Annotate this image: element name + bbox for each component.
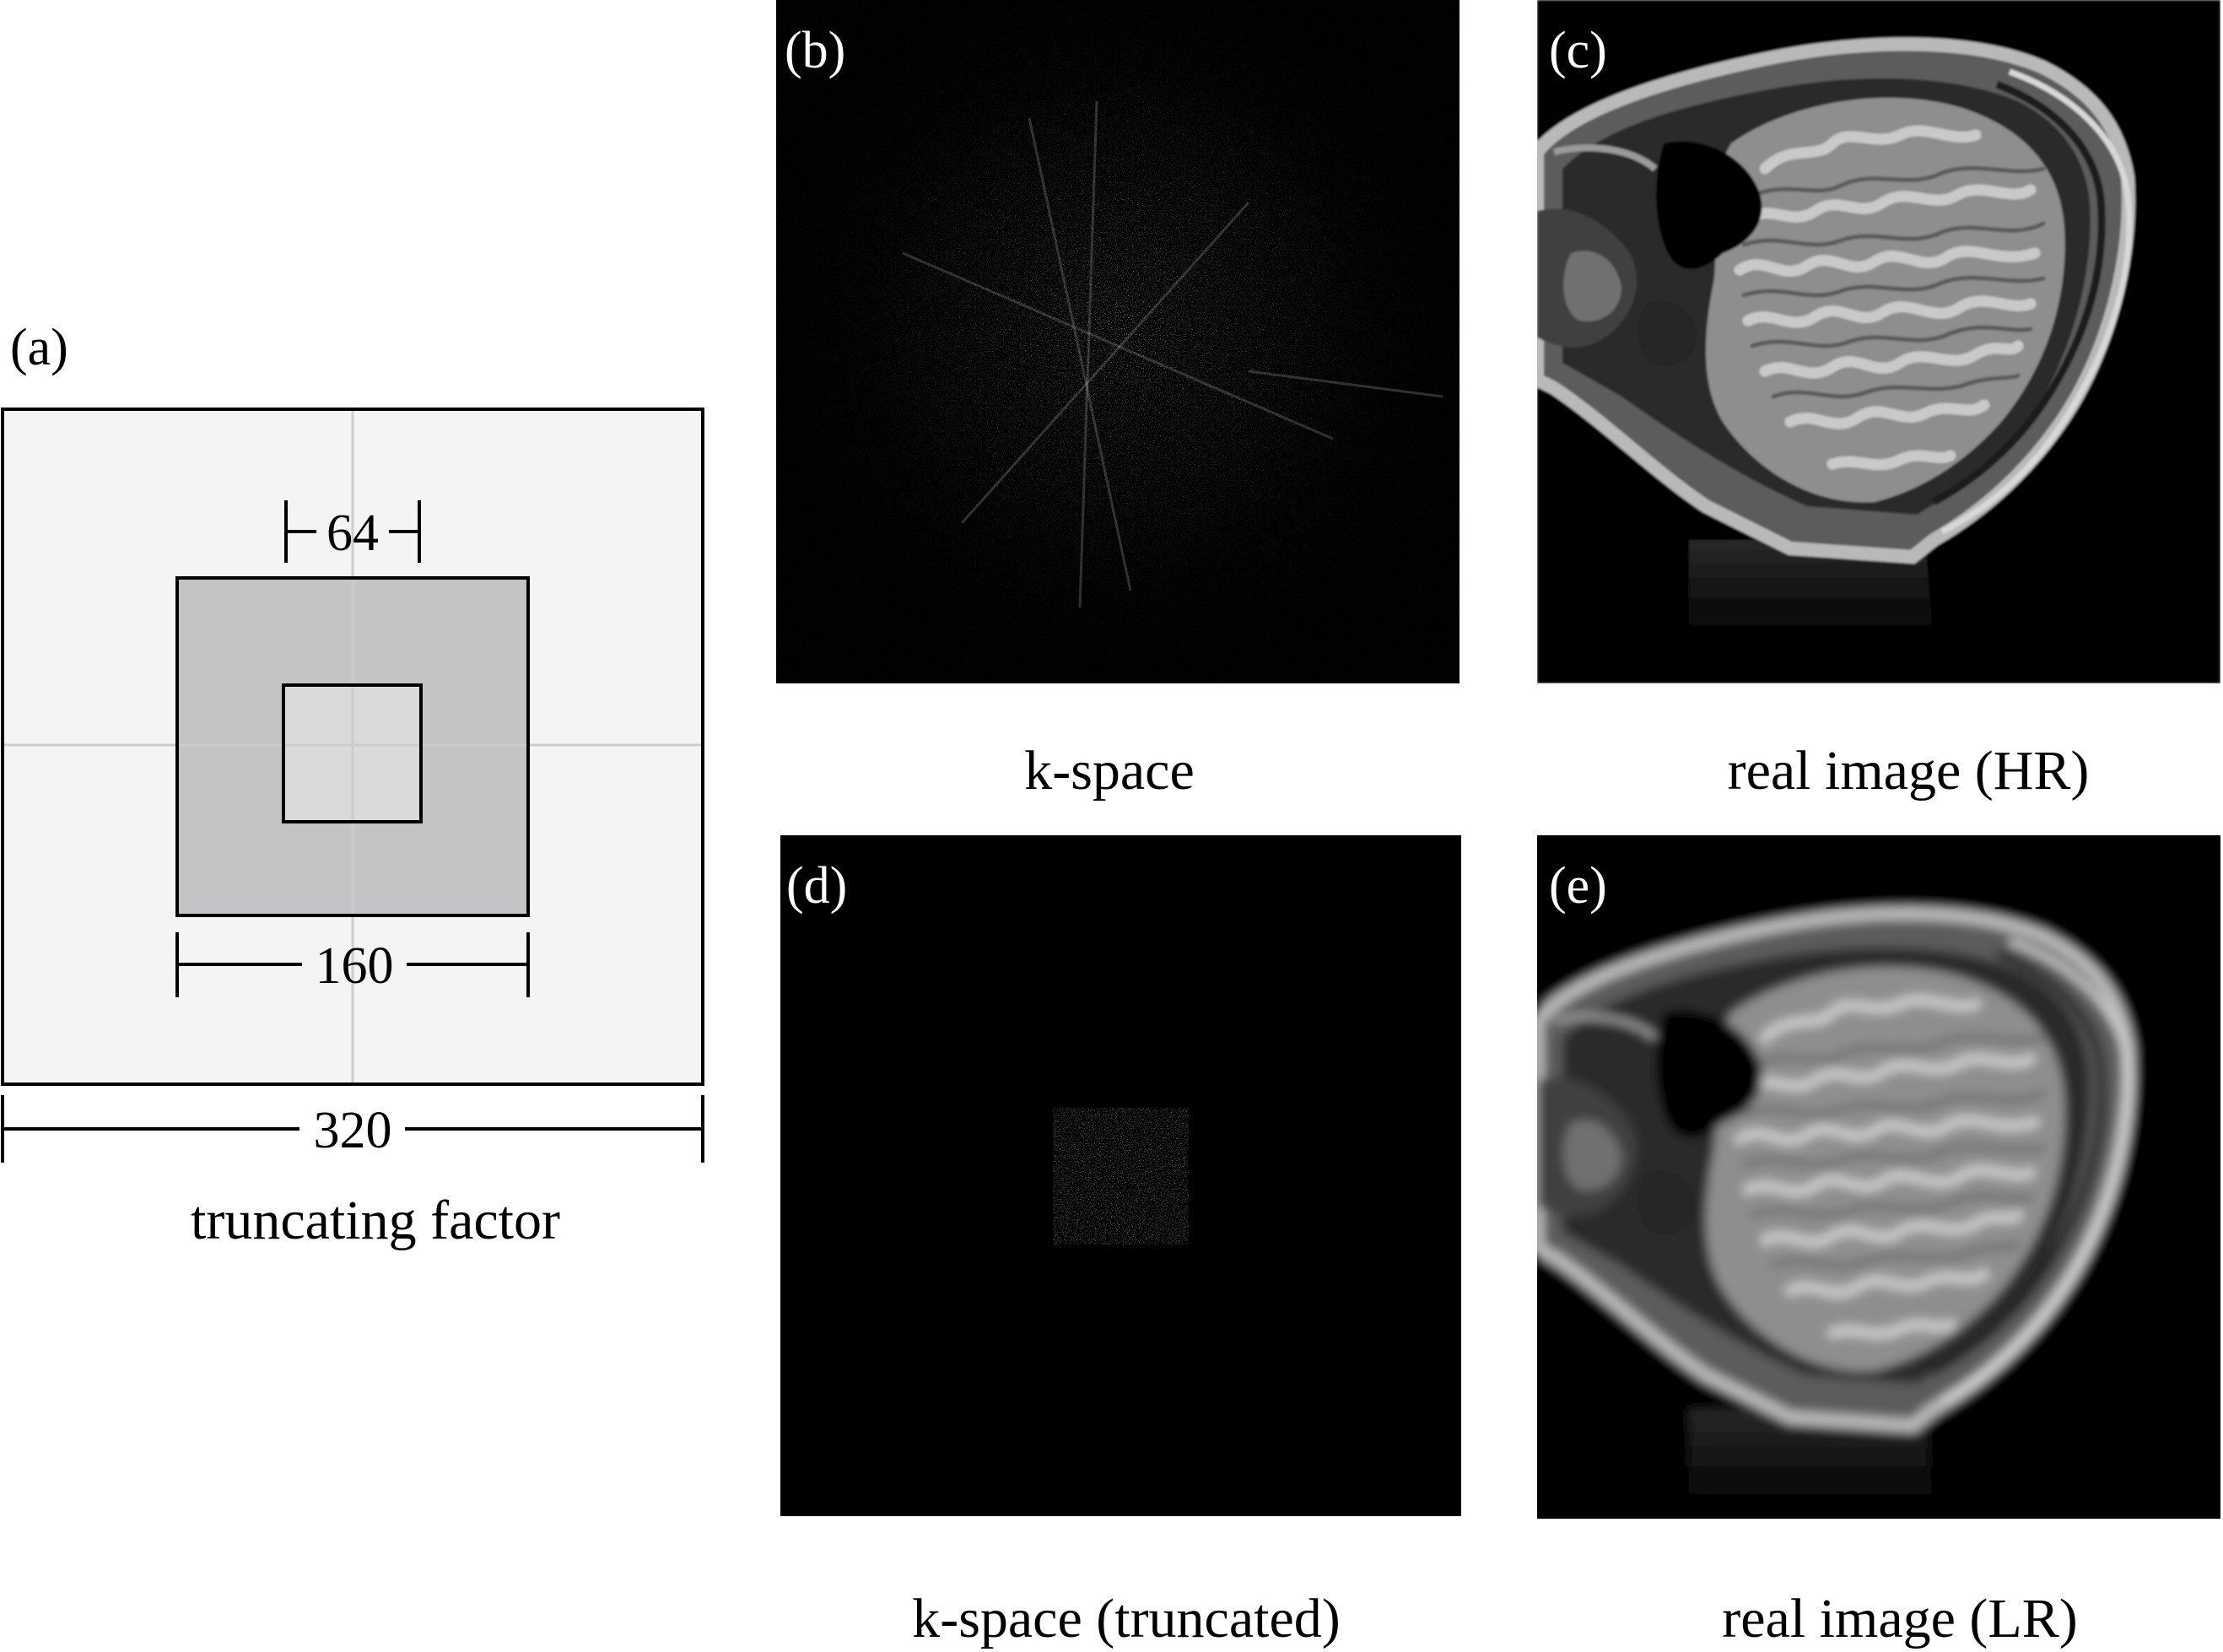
panel-a: (a) 64 160 (1, 319, 704, 1251)
panel-a-caption: truncating factor (191, 1190, 560, 1251)
panel-d: (d) k-space (truncated) (780, 835, 1461, 1649)
panel-c: (c) real image (HR) (1537, 0, 2220, 802)
panel-d-label: (d) (786, 857, 847, 915)
panel-b-label: (b) (785, 22, 845, 79)
panel-e: (e) real image (LR) (1537, 835, 2220, 1649)
dimension-64 (284, 500, 421, 563)
panel-a-label: (a) (10, 319, 68, 376)
hr-image (1537, 0, 2220, 683)
panel-e-label: (e) (1549, 857, 1607, 915)
dimension-320 (1, 1095, 704, 1163)
panel-c-caption: real image (HR) (1728, 740, 2090, 802)
panel-d-caption: k-space (truncated) (912, 1588, 1341, 1649)
panel-c-label: (c) (1549, 22, 1607, 79)
panel-e-caption: real image (LR) (1722, 1588, 2077, 1649)
dimension-320-label: 320 (314, 1102, 392, 1159)
lr-image (1537, 835, 2220, 1519)
kspace-image (776, 0, 1460, 683)
panel-b: (b) k-space (776, 0, 1460, 802)
panel-b-caption: k-space (1024, 740, 1195, 802)
dimension-160 (175, 932, 530, 997)
dimension-160-label: 160 (316, 937, 394, 995)
dimension-64-label: 64 (326, 505, 379, 562)
truncated-kspace-center (1053, 1108, 1189, 1244)
